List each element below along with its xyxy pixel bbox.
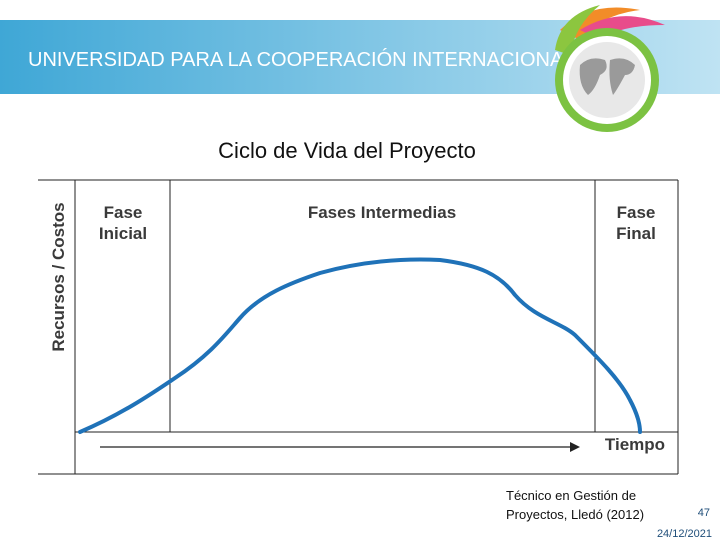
life-cycle-curve: [78, 257, 642, 434]
x-axis-label: Tiempo: [605, 435, 665, 454]
date: 24/12/2021: [657, 528, 712, 540]
time-arrow: [100, 442, 580, 452]
source-text: Técnico en Gestión de: [506, 488, 636, 503]
phase-label: Inicial: [99, 224, 147, 243]
phase-label: Final: [616, 224, 656, 243]
source-text: Proyectos, Lledó (2012): [506, 507, 644, 522]
logo: [555, 5, 665, 132]
y-axis-label: Recursos / Costos: [49, 202, 68, 351]
diagram-frame: [38, 179, 679, 475]
page-number: 47: [698, 507, 710, 519]
slide-title: Ciclo de Vida del Proyecto: [218, 138, 476, 163]
phase-label: Fase: [104, 203, 143, 222]
phase-label: Fases Intermedias: [308, 203, 456, 222]
banner-text: UNIVERSIDAD PARA LA COOPERACIÓN INTERNAC…: [28, 48, 574, 71]
phase-label: Fase: [617, 203, 656, 222]
